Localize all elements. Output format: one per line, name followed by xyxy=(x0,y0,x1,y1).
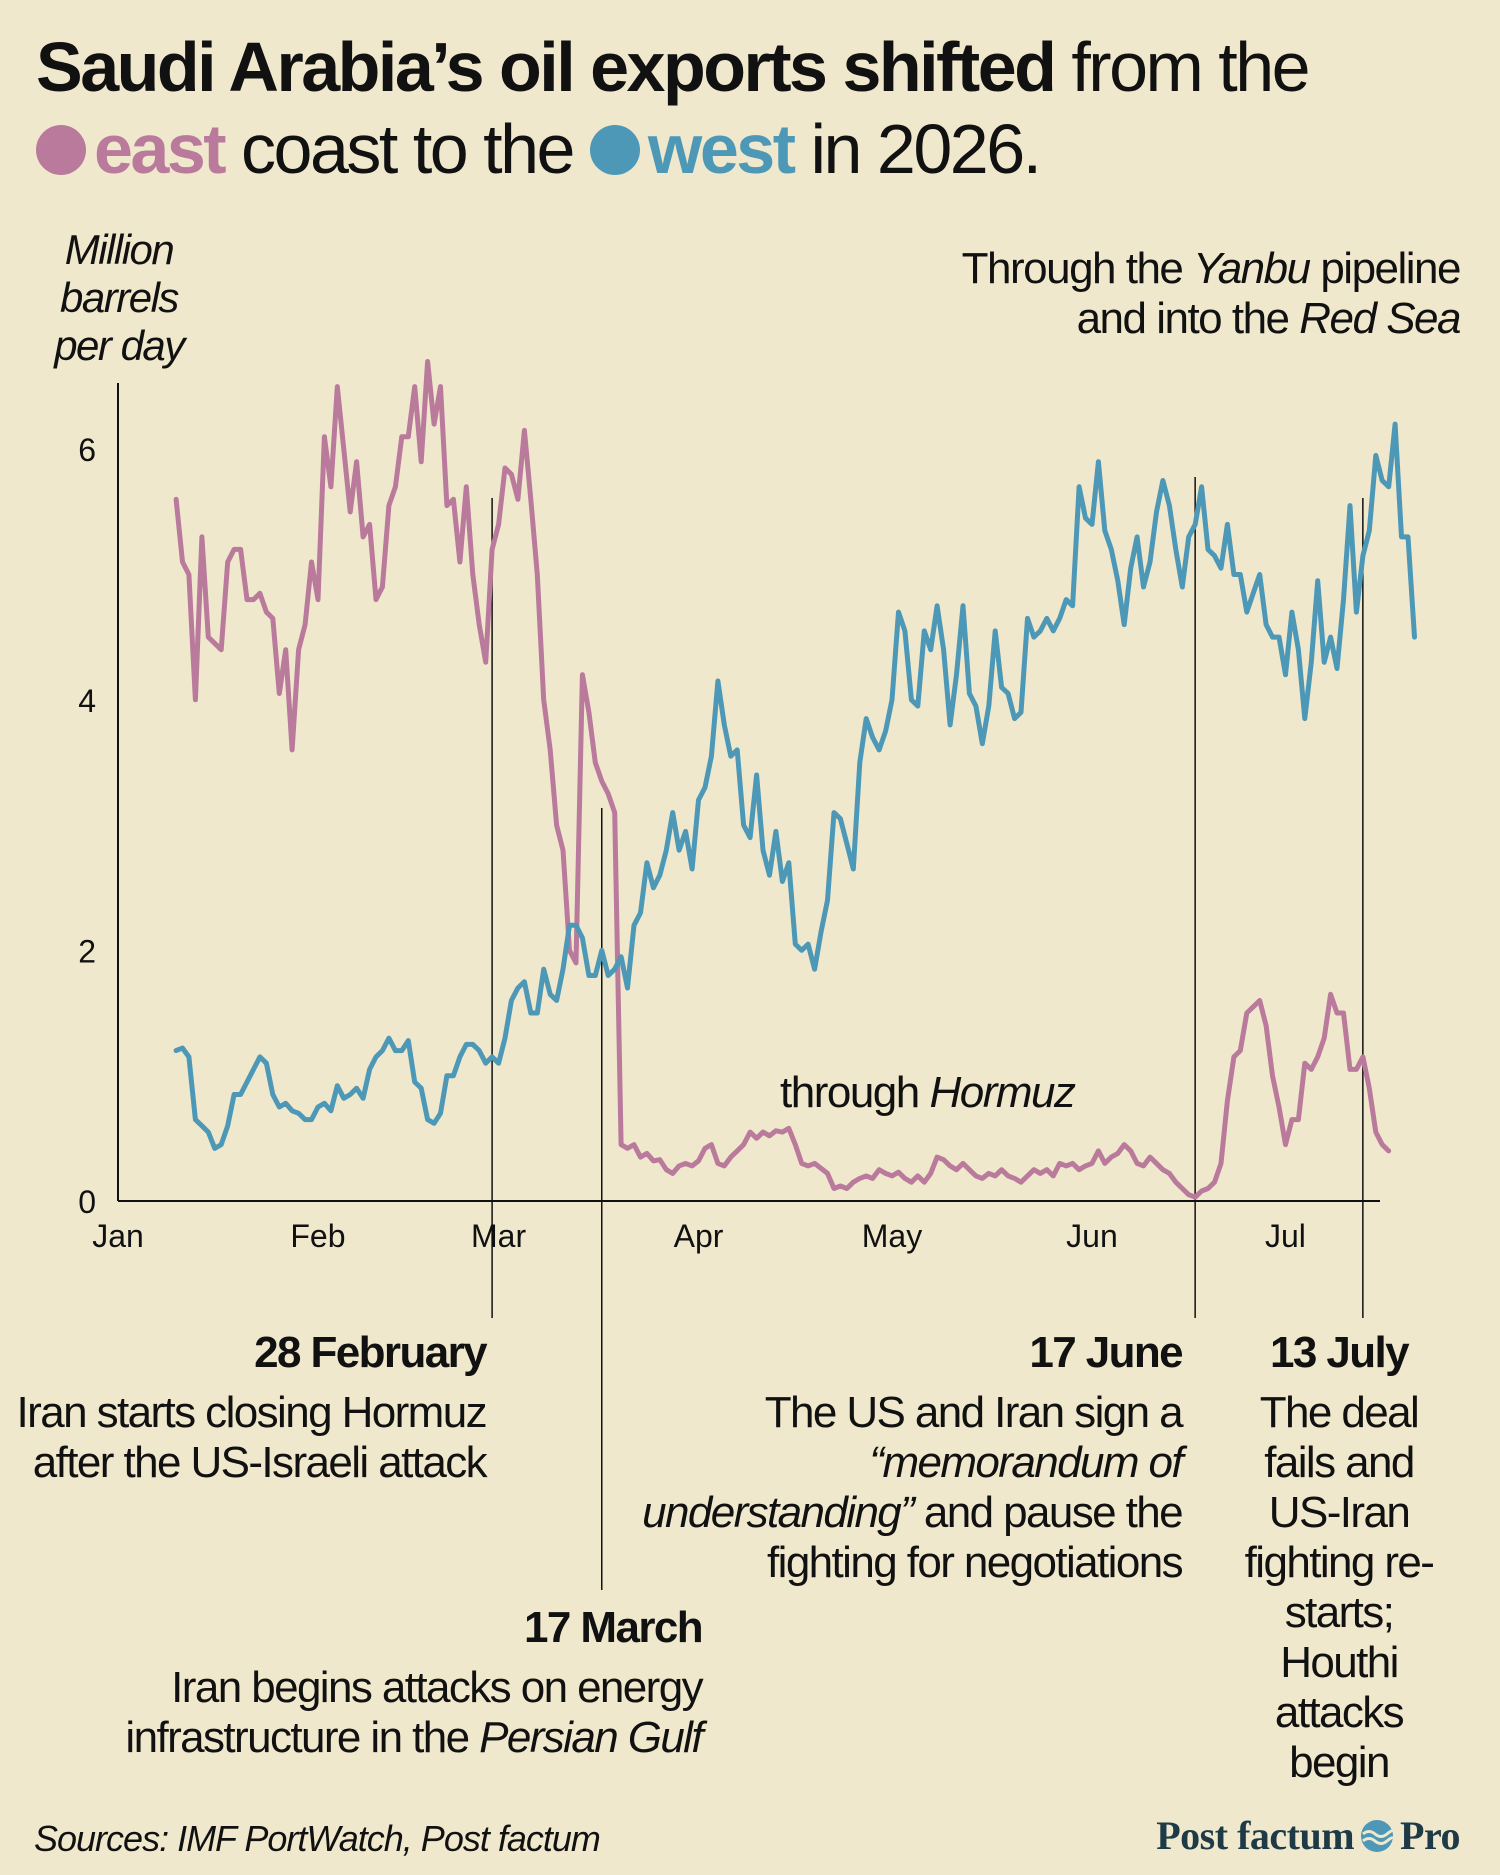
brand-logo: Post factum Pro xyxy=(1156,1813,1460,1858)
west-series-line xyxy=(173,421,1417,1151)
annotation-heading: 17 June xyxy=(1029,1328,1183,1377)
title-part3: in 2026. xyxy=(793,110,1042,188)
x-tick-label: Jun xyxy=(1066,1218,1118,1254)
x-tick-label: Feb xyxy=(290,1218,345,1254)
east-series-label: through Hormuz xyxy=(780,1068,1076,1117)
annotation-28-february: 28 February Iran starts closing Hormuz a… xyxy=(0,1328,488,1488)
chart-title: Saudi Arabia’s oil exports shifted from … xyxy=(36,26,1476,190)
west-series-label: Through the Yanbu pipeline and into the … xyxy=(961,244,1462,343)
annotation-text: The deal fails and US-Iran fighting re-s… xyxy=(1244,1388,1435,1787)
annotation-text: Iran starts closing Hormuz after the US-… xyxy=(16,1388,488,1487)
x-tick-label: Jan xyxy=(92,1218,144,1254)
east-series-line xyxy=(173,359,1392,1200)
title-bold: Saudi Arabia’s oil exports shifted xyxy=(36,28,1057,106)
x-tick-label: May xyxy=(862,1218,922,1254)
y-tick-label: 6 xyxy=(78,432,96,468)
y-tick-label: 4 xyxy=(78,683,96,719)
annotation-17-june: 17 June The US and Iran sign a “memorand… xyxy=(622,1328,1184,1588)
y-tick-label: 0 xyxy=(78,1184,96,1220)
y-axis-label: Million barrels per day xyxy=(54,226,185,369)
title-part1: from the xyxy=(1054,28,1310,106)
annotation-heading: 17 March xyxy=(524,1603,704,1652)
title-part2: coast to the xyxy=(224,110,590,188)
wave-globe-icon xyxy=(1361,1820,1395,1852)
source-note: Sources: IMF PortWatch, Post factum xyxy=(34,1818,601,1859)
annotation-heading: 13 July xyxy=(1269,1328,1410,1377)
y-tick-label: 2 xyxy=(78,933,96,969)
x-tick-label: Jul xyxy=(1265,1218,1306,1254)
east-legend-dot xyxy=(36,125,86,175)
x-tick-label: Apr xyxy=(674,1218,724,1254)
east-legend-label: east xyxy=(94,110,227,188)
annotation-13-july: 13 July The deal fails and US-Iran fight… xyxy=(1234,1328,1444,1788)
west-legend-dot xyxy=(589,125,640,175)
annotation-17-march: 17 March Iran begins attacks on energy i… xyxy=(2,1603,704,1763)
annotation-heading: 28 February xyxy=(254,1328,487,1377)
west-legend-label: west xyxy=(647,110,796,188)
x-tick-label: Mar xyxy=(471,1218,526,1254)
